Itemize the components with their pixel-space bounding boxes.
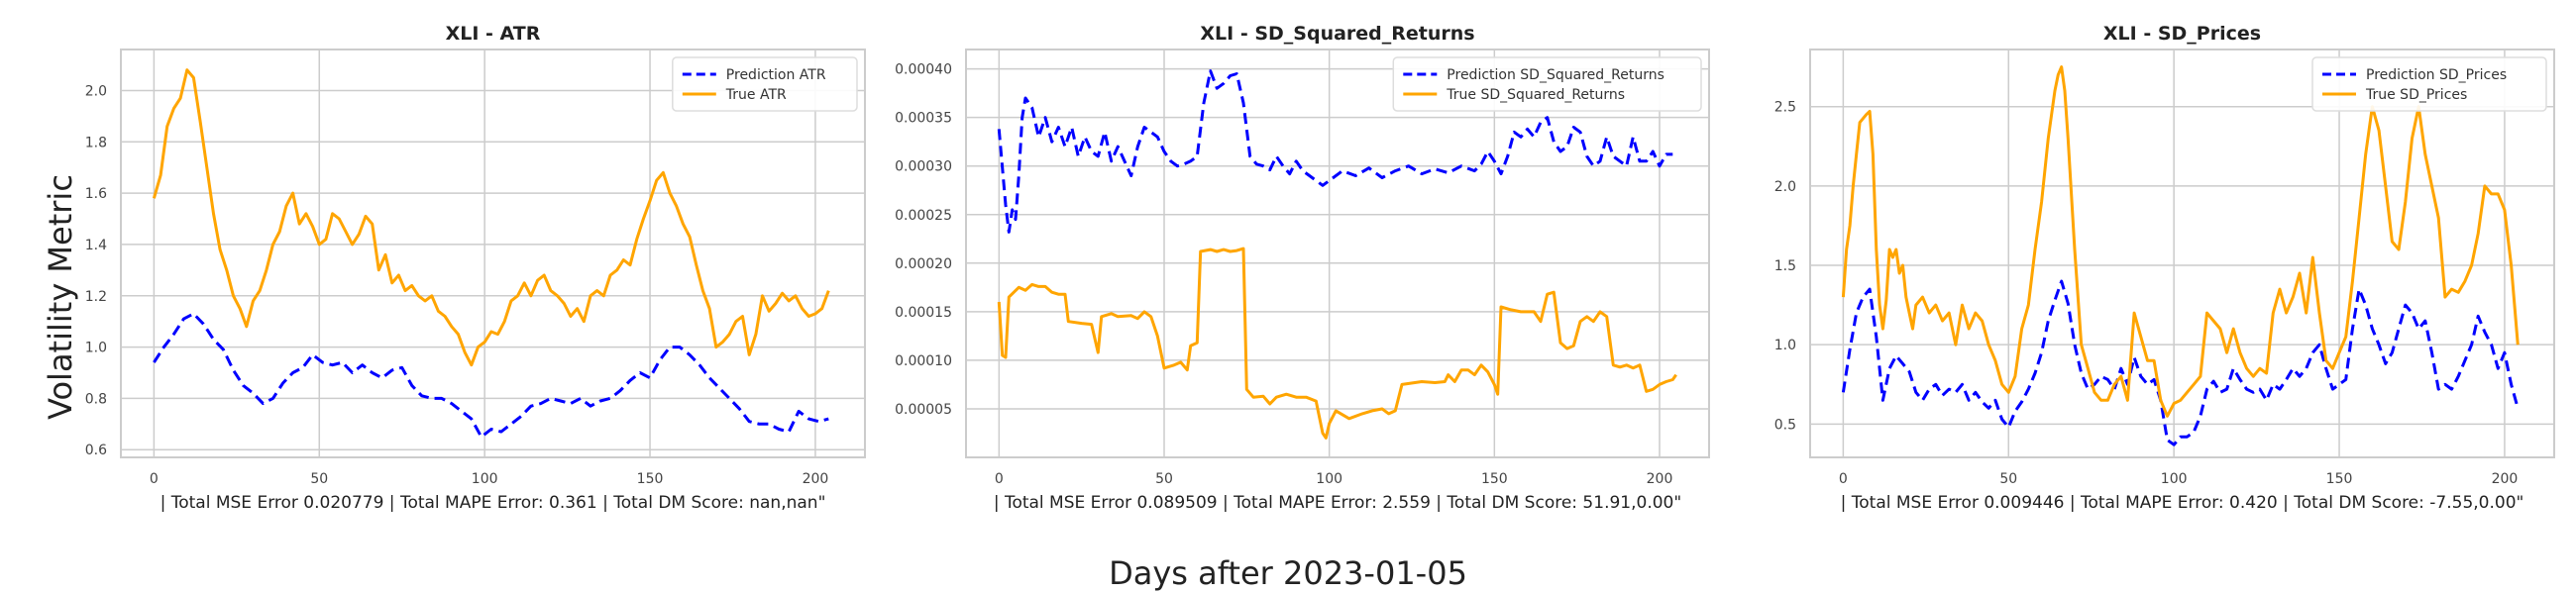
y-tick-label: 0.00010 (895, 353, 952, 369)
x-axis-label: | Total MSE Error 0.020779 | Total MAPE … (161, 493, 826, 513)
chart-panel-2: 0 50 100 150 200 0.00005 0.00010 0.00015 0.00020… (895, 23, 1710, 513)
y-tick-label: 0.8 (85, 391, 107, 407)
plot-frame (120, 49, 866, 458)
legend-label: True SD_Prices (2365, 87, 2467, 103)
y-tick-label: 1.6 (85, 186, 107, 202)
y-tick-label: 1.5 (1774, 258, 1796, 274)
x-tick-label: 150 (1481, 471, 1508, 487)
x-tick-label: 50 (1999, 471, 2017, 487)
x-tick-label: 0 (995, 471, 1004, 487)
y-tick-label: 2.5 (1774, 100, 1796, 116)
y-tick-label: 0.5 (1774, 417, 1796, 433)
legend: Prediction ATR True ATR (672, 56, 858, 112)
y-tick-label: 1.2 (85, 289, 107, 305)
y-tick-label: 0.00040 (895, 62, 952, 78)
y-axis-suplabel: Volatility Metric (42, 174, 79, 420)
x-tick-label: 100 (472, 471, 498, 487)
x-axis-suplabel: Days after 2023-01-05 (1109, 554, 1467, 592)
y-tick-label: 0.00030 (895, 159, 952, 175)
y-tick-label: 0.6 (85, 443, 107, 458)
plot-frame (965, 49, 1710, 458)
series-line-prediction (997, 69, 1673, 234)
x-tick-label: 0 (1839, 471, 1848, 487)
x-tick-label: 50 (310, 471, 328, 487)
legend: Prediction SD_Squared_Returns True SD_Squ… (1392, 56, 1702, 112)
y-tick-label: 0.00025 (895, 208, 952, 224)
legend-box (672, 56, 858, 112)
plot-frame (1809, 49, 2555, 458)
x-tick-label: 200 (1647, 471, 1673, 487)
y-tick-label: 1.0 (1774, 338, 1796, 353)
x-axis-label: | Total MSE Error 0.089509 | Total MAPE … (994, 493, 1681, 513)
legend-label: Prediction ATR (726, 67, 826, 83)
legend: Prediction SD_Prices True SD_Prices (2311, 56, 2547, 112)
y-tick-label: 1.0 (85, 341, 107, 356)
plot-area (121, 50, 865, 457)
y-tick-label: 0.00005 (895, 402, 952, 418)
legend-label: Prediction SD_Squared_Returns (1447, 67, 1664, 83)
series-line-prediction (1841, 279, 2520, 446)
series-line-true (152, 68, 830, 367)
x-tick-label: 200 (2492, 471, 2519, 487)
legend-box (1392, 56, 1702, 112)
y-tick-label: 1.8 (85, 135, 107, 150)
chart-title: XLI - ATR (446, 23, 541, 45)
x-axis-label: | Total MSE Error 0.009446 | Total MAPE … (1841, 493, 2524, 513)
chart-title: XLI - SD_Squared_Returns (1200, 23, 1474, 45)
series-line-true (997, 247, 1677, 440)
y-tick-label: 1.4 (85, 238, 107, 253)
chart-title: XLI - SD_Prices (2103, 23, 2261, 45)
series-line-prediction (153, 312, 829, 439)
x-tick-label: 0 (150, 471, 159, 487)
x-tick-label: 100 (2161, 471, 2188, 487)
x-tick-label: 200 (803, 471, 829, 487)
y-tick-label: 2.0 (85, 83, 107, 99)
plot-area (1810, 50, 2554, 457)
legend-box (2311, 56, 2547, 112)
legend-label: True ATR (725, 87, 787, 103)
x-tick-label: 150 (637, 471, 664, 487)
x-tick-label: 50 (1155, 471, 1173, 487)
y-tick-label: 0.00020 (895, 256, 952, 272)
chart-panel-1: 0 50 100 150 200 0.6 0.8 1.0 1.2 1.4 1.6 1.8 2.0 XLI … (85, 23, 866, 513)
legend-label: Prediction SD_Prices (2366, 67, 2507, 83)
series-line-true (1841, 65, 2520, 418)
x-tick-label: 100 (1316, 471, 1342, 487)
y-tick-label: 0.00035 (895, 111, 952, 127)
x-tick-label: 150 (2326, 471, 2353, 487)
chart-panel-3: 0 50 100 150 200 0.5 1.0 1.5 2.0 2.5 XLI - SD_Pric… (1774, 23, 2555, 513)
y-tick-label: 0.00015 (895, 305, 952, 321)
legend-label: True SD_Squared_Returns (1446, 87, 1625, 103)
chart-panels: 0 50 100 150 200 0.6 0.8 1.0 1.2 1.4 1.6 1.8 2.0 XLI … (85, 23, 2555, 513)
y-tick-label: 2.0 (1774, 179, 1796, 195)
